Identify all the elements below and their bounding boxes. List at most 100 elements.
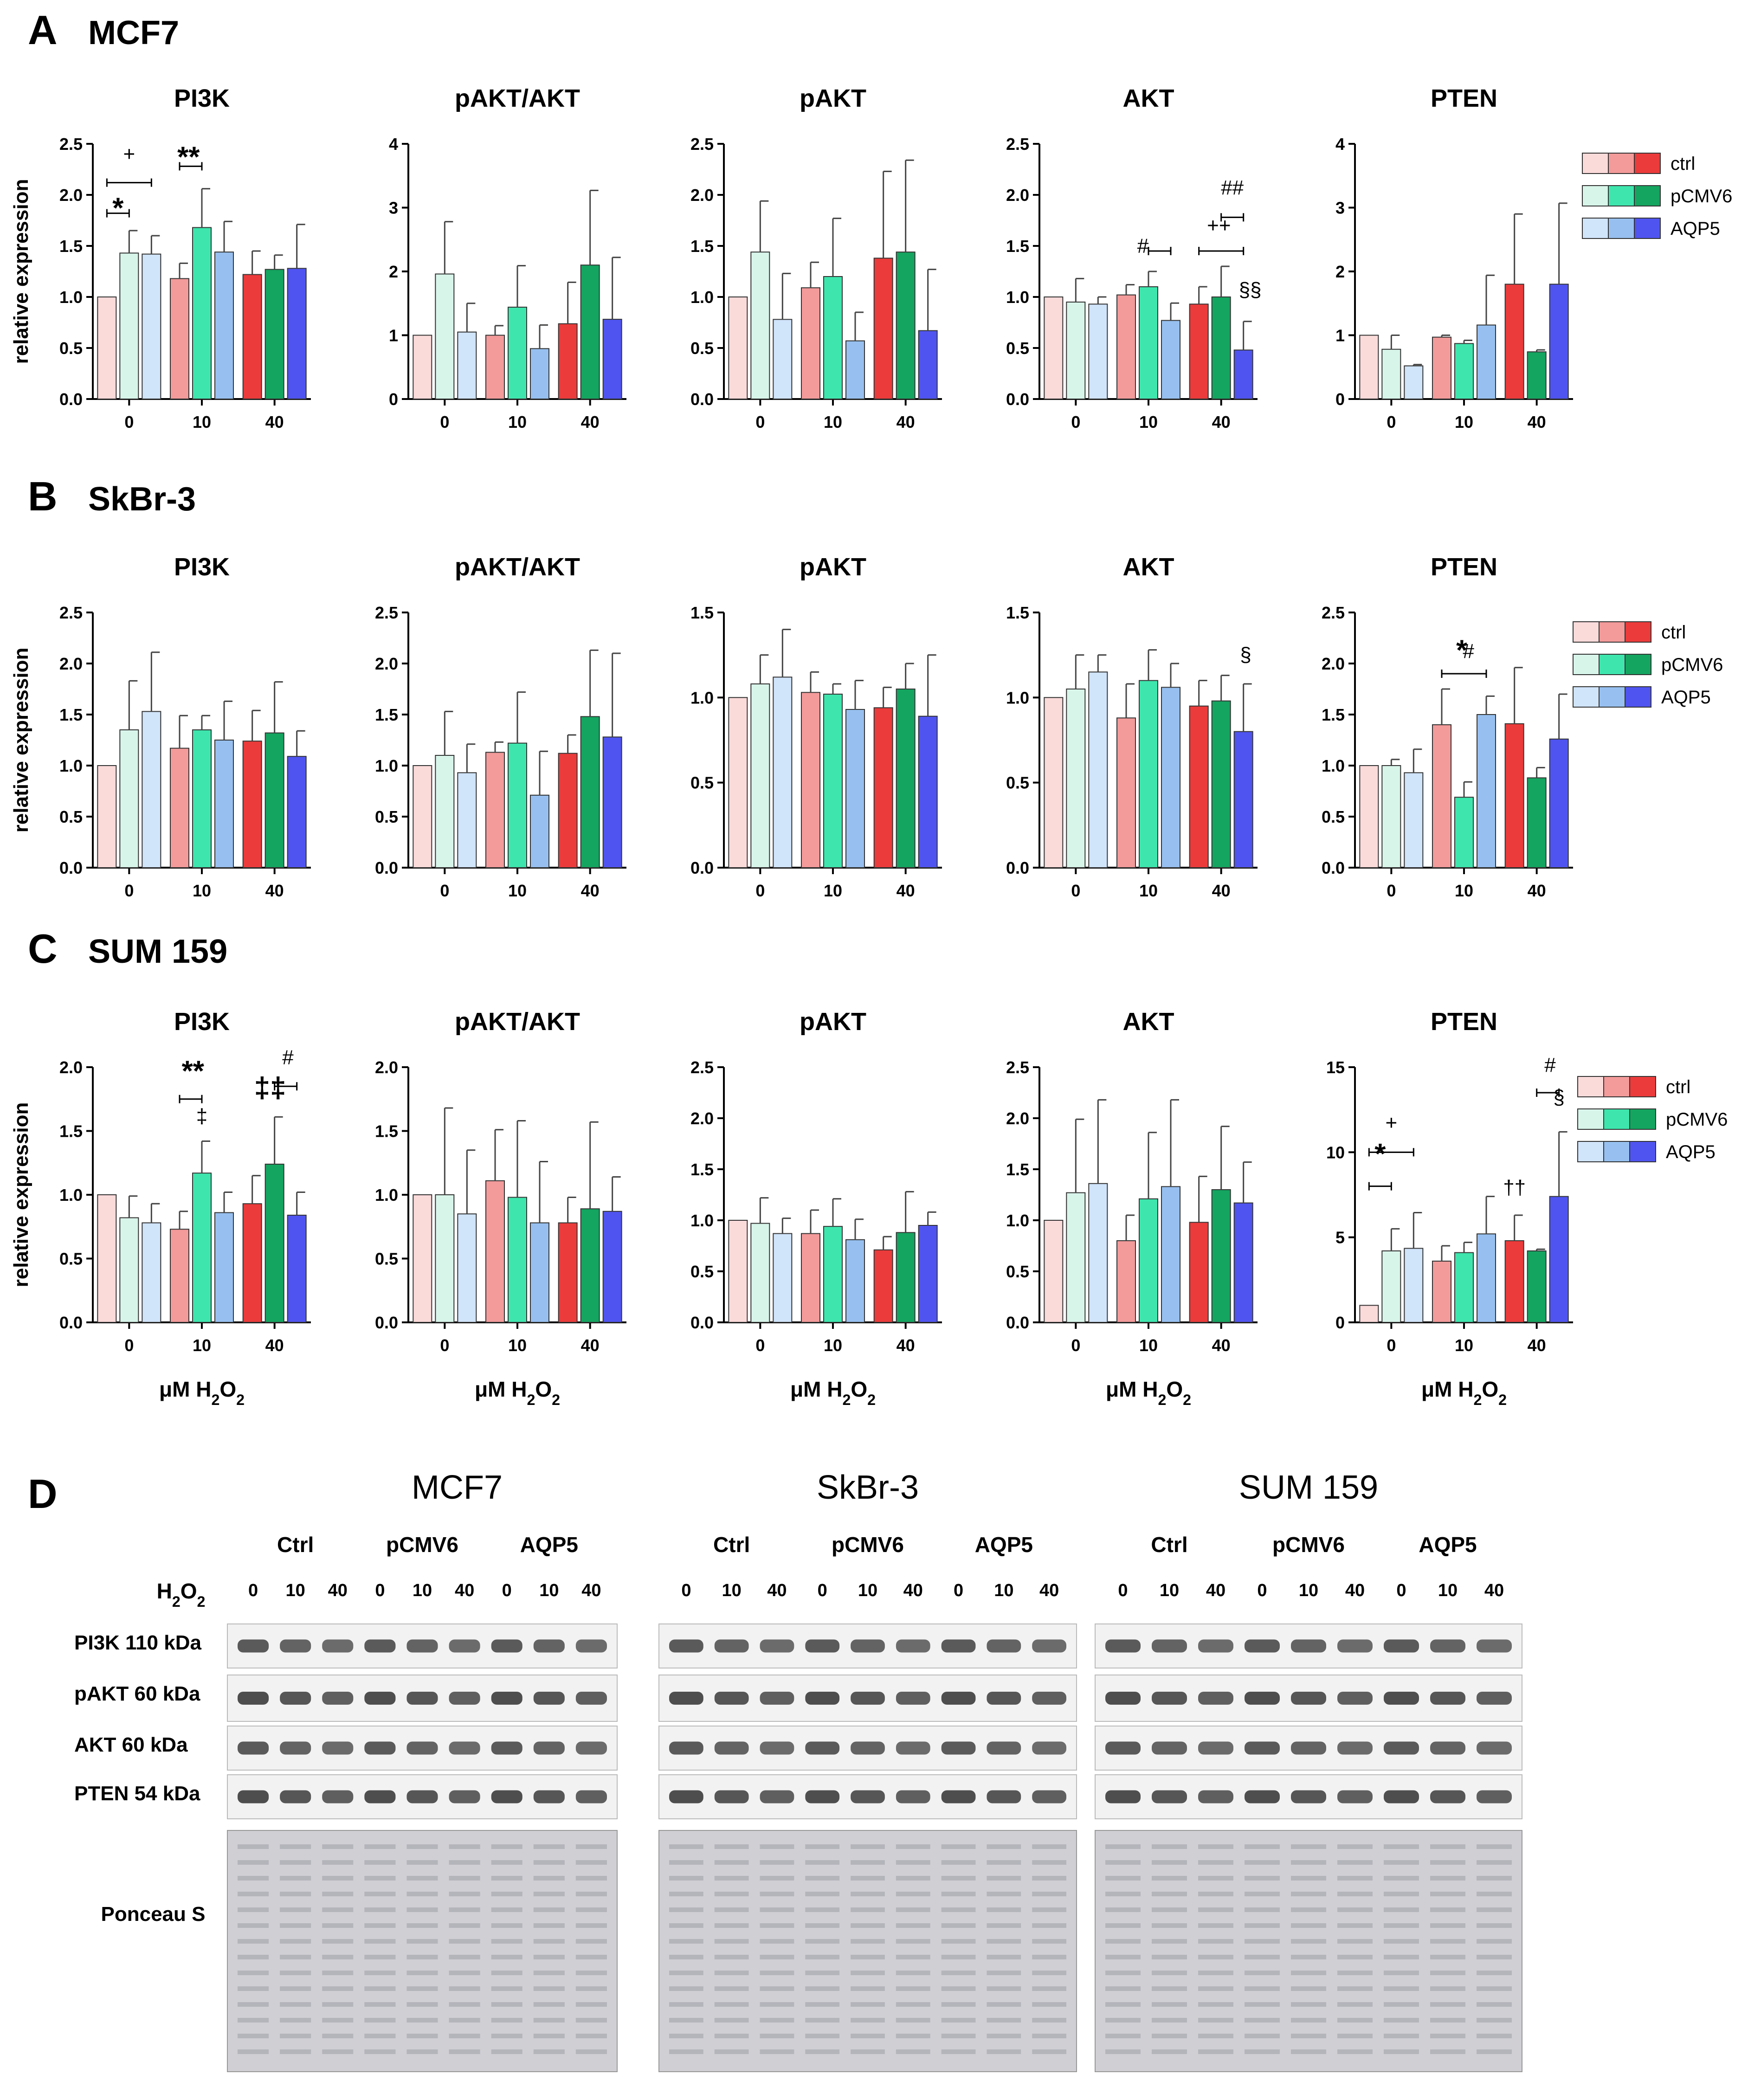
ponceau-band xyxy=(1152,1923,1187,1928)
panel-letter-A: A xyxy=(28,7,58,53)
blot-lane-label: 10 xyxy=(539,1581,559,1600)
bar-AQP5-10 xyxy=(214,251,234,399)
ponceau-band xyxy=(669,1955,703,1959)
ponceau-band xyxy=(669,1971,703,1975)
ponceau-band xyxy=(533,2018,565,2023)
ponceau-band xyxy=(714,1971,749,1975)
blot-title-SUM-159: SUM 159 xyxy=(1239,1469,1378,1506)
ponceau-band xyxy=(1245,1844,1280,1849)
y-tick-label: 1.5 xyxy=(1322,705,1345,724)
ponceau-band xyxy=(941,2018,976,2023)
blot-band xyxy=(1032,1639,1066,1653)
blot-group-label: AQP5 xyxy=(520,1533,578,1557)
blot-lane-label: 40 xyxy=(1206,1581,1226,1600)
ponceau-band xyxy=(449,2018,480,2023)
ponceau-band xyxy=(1032,1892,1066,1896)
ponceau-band xyxy=(533,1986,565,1991)
ponceau-band xyxy=(1032,2034,1066,2038)
y-tick-label: 3 xyxy=(1335,199,1345,218)
blot-band xyxy=(805,1741,840,1755)
ponceau-band xyxy=(322,1923,354,1928)
x-axis-label-part: 2 xyxy=(236,1391,245,1408)
x-axis-label: μM H2O2 xyxy=(1421,1377,1507,1408)
ponceau-band xyxy=(364,2018,396,2023)
panel-d-blots: D MCF7 SkBr-3 SUM 159 PI3K 110 kDa pAKT 60 kD… xyxy=(28,1469,1522,2072)
x-tick-label: 0 xyxy=(1387,412,1396,432)
bar-AQP5-10 xyxy=(1477,324,1496,399)
ponceau-band xyxy=(449,1971,480,1975)
y-tick-label: 0.5 xyxy=(59,1250,83,1269)
ponceau-band xyxy=(1291,1986,1326,1991)
ponceau-band xyxy=(406,1955,438,1959)
bar-AQP5-10 xyxy=(1161,1186,1180,1323)
significance-symbol: * xyxy=(112,193,124,225)
ponceau-band xyxy=(1337,1971,1373,1975)
ponceau-band xyxy=(1105,1955,1141,1959)
ponceau-band xyxy=(1152,1844,1187,1849)
ponceau-band xyxy=(322,1907,354,1912)
blot-band xyxy=(1430,1692,1465,1705)
bar-AQP5-0 xyxy=(1088,1183,1108,1323)
y-tick-label: 0.5 xyxy=(690,1262,714,1281)
blot-band xyxy=(851,1692,885,1705)
blot-band xyxy=(1152,1639,1187,1653)
chart-MCF7-pAKT: pAKT 0.0 0.5 1.0 1.5 2.0 2.5 0 10 40 xyxy=(690,84,942,432)
x-axis-label-part: μM H xyxy=(475,1377,527,1401)
bar-pCMV6-10 xyxy=(1139,286,1158,399)
significance-symbol: # xyxy=(282,1046,294,1069)
x-axis-label-part: μM H xyxy=(159,1377,211,1401)
ponceau-band xyxy=(1291,1860,1326,1865)
y-tick-label: 1.0 xyxy=(59,288,83,307)
blot-band xyxy=(1152,1741,1187,1755)
blot-row-label: PI3K 110 kDa xyxy=(74,1631,201,1654)
ponceau-band xyxy=(1152,2034,1187,2038)
y-tick-label: 0.5 xyxy=(690,773,714,792)
bar-AQP5-0 xyxy=(142,1222,161,1323)
blot-band xyxy=(533,1639,565,1653)
ponceau-band xyxy=(1105,1986,1141,1991)
y-tick-label: 2.0 xyxy=(59,1058,83,1077)
ponceau-band xyxy=(1291,1892,1326,1896)
ponceau-band xyxy=(851,1876,885,1881)
ponceau-band xyxy=(805,2018,840,2023)
legend-swatch xyxy=(1573,621,1600,643)
ponceau-band xyxy=(1032,1923,1066,1928)
ponceau-band xyxy=(1337,1939,1373,1944)
ponceau-band xyxy=(896,2002,930,2007)
blot-lane-label: 40 xyxy=(767,1581,787,1600)
ponceau-band xyxy=(941,1939,976,1944)
legend-swatch xyxy=(1582,185,1609,206)
y-tick-label: 2.0 xyxy=(59,186,83,205)
ponceau-band xyxy=(941,1986,976,1991)
legend-swatch xyxy=(1634,185,1661,206)
ponceau-band xyxy=(896,2049,930,2054)
ponceau-band xyxy=(1291,1907,1326,1912)
ponceau-band xyxy=(322,2018,354,2023)
y-tick-label: 1.0 xyxy=(59,1185,83,1205)
ponceau-band xyxy=(491,2049,522,2054)
ponceau-band xyxy=(491,1907,522,1912)
ponceau-band xyxy=(449,2049,480,2054)
blot-band xyxy=(987,1790,1021,1804)
ponceau-band xyxy=(1032,2002,1066,2007)
ponceau-band xyxy=(669,1923,703,1928)
significance-symbol: + xyxy=(123,142,135,165)
ponceau-band xyxy=(280,2002,311,2007)
legend-label-ctrl: ctrl xyxy=(1671,154,1695,174)
significance-symbol: †† xyxy=(1503,1176,1526,1199)
blot-band xyxy=(805,1790,840,1804)
ponceau-band xyxy=(1430,1955,1465,1959)
blot-band xyxy=(1105,1639,1141,1653)
ponceau-band xyxy=(941,1907,976,1912)
ponceau-band xyxy=(1105,2049,1141,2054)
blot-group-label: pCMV6 xyxy=(386,1533,458,1557)
ponceau-band xyxy=(760,1955,794,1959)
legend-swatch xyxy=(1625,654,1651,675)
ponceau-band xyxy=(449,1907,480,1912)
chart-title: PTEN xyxy=(1431,1008,1497,1036)
blot-lane-label: 0 xyxy=(248,1581,258,1600)
bar-ctrl-40 xyxy=(558,323,578,399)
ponceau-band xyxy=(406,2049,438,2054)
ponceau-band xyxy=(896,2034,930,2038)
